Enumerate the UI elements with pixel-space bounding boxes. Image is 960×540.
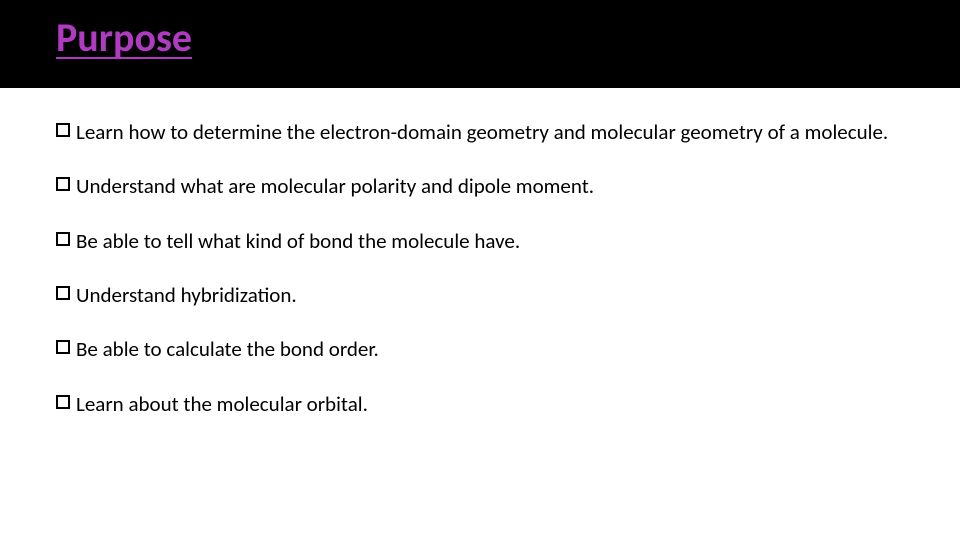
bullet-item: Understand what are molecular polarity a… xyxy=(56,172,900,200)
bullet-item: Be able to tell what kind of bond the mo… xyxy=(56,227,900,255)
square-bullet-icon xyxy=(56,123,70,137)
bullet-text: Understand what are molecular polarity a… xyxy=(76,172,594,200)
square-bullet-icon xyxy=(56,340,70,354)
slide-title: Purpose xyxy=(56,16,960,60)
body-area: Learn how to determine the electron-doma… xyxy=(0,88,960,418)
square-bullet-icon xyxy=(56,286,70,300)
bullet-text: Be able to calculate the bond order. xyxy=(76,335,379,363)
bullet-item: Understand hybridization. xyxy=(56,281,900,309)
bullet-text: Learn how to determine the electron-doma… xyxy=(76,118,888,146)
bullet-text: Be able to tell what kind of bond the mo… xyxy=(76,227,520,255)
bullet-text: Learn about the molecular orbital. xyxy=(76,390,368,418)
square-bullet-icon xyxy=(56,395,70,409)
bullet-item: Learn about the molecular orbital. xyxy=(56,390,900,418)
title-band: Purpose xyxy=(0,0,960,88)
bullet-text: Understand hybridization. xyxy=(76,281,297,309)
square-bullet-icon xyxy=(56,232,70,246)
bullet-item: Learn how to determine the electron-doma… xyxy=(56,118,900,146)
bullet-item: Be able to calculate the bond order. xyxy=(56,335,900,363)
square-bullet-icon xyxy=(56,177,70,191)
